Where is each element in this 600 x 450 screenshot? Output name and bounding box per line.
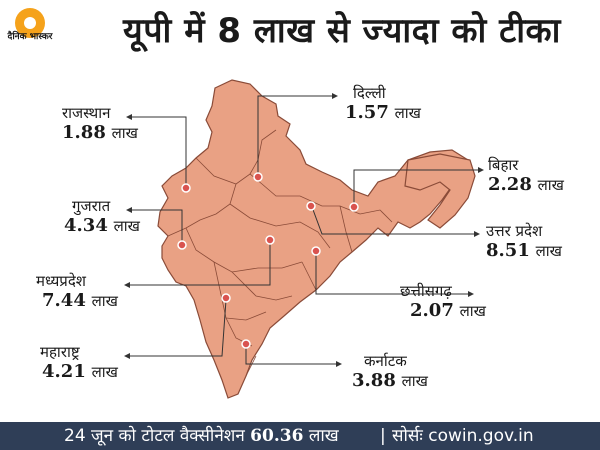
label-madhyapradesh: मध्यप्रदेश 7.44 लाख — [36, 272, 118, 312]
dot-maharashtra — [221, 293, 231, 303]
leader-lines — [128, 95, 480, 365]
footer-prefix: 24 जून को टोटल वैक्सीनेशन — [64, 426, 245, 446]
value-number: 7.44 — [42, 290, 86, 311]
state-name: गुजरात — [72, 197, 111, 215]
dot-madhyapradesh — [265, 235, 275, 245]
value-number: 1.57 — [345, 102, 389, 123]
leader-madhyapradesh — [128, 240, 271, 286]
dot-rajasthan — [181, 183, 191, 193]
state-value: 2.28 लाख — [488, 174, 564, 196]
value-number: 1.88 — [62, 122, 106, 143]
label-bihar: बिहार 2.28 लाख — [488, 156, 564, 196]
dot-bihar — [349, 202, 359, 212]
leader-delhi — [257, 95, 334, 176]
source-label: सोर्सः — [392, 426, 423, 446]
leader-chhattisgarh — [315, 252, 470, 295]
arrowheads — [124, 93, 484, 367]
leader-karnataka — [245, 345, 338, 365]
state-name: राजस्थान — [62, 104, 111, 122]
label-uttarpradesh: उत्तर प्रदेश 8.51 लाख — [486, 222, 562, 262]
location-dots — [177, 172, 359, 349]
state-name: महाराष्ट्र — [40, 343, 80, 361]
value-number: 4.21 — [42, 361, 86, 382]
value-unit: लाख — [537, 176, 564, 194]
value-unit: लाख — [459, 302, 486, 320]
state-name: मध्यप्रदेश — [36, 272, 87, 290]
label-chhattisgarh: छत्तीसगढ़ 2.07 लाख — [400, 282, 486, 322]
dot-delhi — [253, 172, 263, 182]
dot-gujarat — [177, 240, 187, 250]
india-outline — [157, 79, 469, 399]
value-unit: लाख — [401, 372, 428, 390]
state-name: उत्तर प्रदेश — [486, 222, 543, 240]
footer-separator: | — [380, 426, 386, 446]
leader-maharashtra — [128, 299, 227, 357]
value-unit: लाख — [394, 104, 421, 122]
state-value: 8.51 लाख — [486, 240, 562, 262]
value-unit: लाख — [113, 217, 140, 235]
northeast-outline — [404, 153, 476, 229]
state-value: 2.07 लाख — [400, 300, 486, 322]
footer-total: 24 जून को टोटल वैक्सीनेशन 60.36 लाख — [64, 422, 339, 450]
state-name: कर्नाटक — [364, 352, 407, 370]
footer-source: सोर्सः cowin.gov.in — [392, 422, 534, 450]
value-number: 4.34 — [64, 215, 108, 236]
label-karnataka: कर्नाटक 3.88 लाख — [352, 352, 428, 392]
value-unit: लाख — [535, 242, 562, 260]
state-name: दिल्ली — [353, 84, 386, 102]
label-gujarat: गुजरात 4.34 लाख — [64, 197, 140, 237]
brand-logo: दैनिक भास्कर — [6, 8, 54, 58]
dot-uttarpradesh — [306, 201, 316, 211]
value-number: 2.07 — [410, 300, 454, 321]
state-name: छत्तीसगढ़ — [400, 282, 452, 300]
dot-chhattisgarh — [311, 246, 321, 256]
state-value: 1.57 लाख — [345, 102, 421, 124]
dot-karnataka — [241, 339, 251, 349]
state-value: 3.88 लाख — [352, 370, 428, 392]
sun-icon — [15, 8, 45, 38]
leader-rajasthan — [130, 116, 187, 186]
state-value: 1.88 लाख — [62, 122, 138, 144]
state-value: 4.34 लाख — [64, 215, 140, 237]
brand-name: दैनिक भास्कर — [7, 32, 53, 42]
label-delhi: दिल्ली 1.57 लाख — [345, 84, 421, 124]
source-link[interactable]: cowin.gov.in — [428, 426, 534, 446]
value-number: 3.88 — [352, 370, 396, 391]
state-value: 7.44 लाख — [36, 290, 118, 312]
page-title: यूपी में 8 लाख से ज्यादा को टीका — [123, 11, 561, 51]
value-number: 2.28 — [488, 174, 532, 195]
value-unit: लाख — [91, 292, 118, 310]
footer-total-value: 60.36 — [250, 426, 304, 446]
value-unit: लाख — [111, 124, 138, 142]
state-name: बिहार — [488, 156, 519, 174]
leader-gujarat — [130, 209, 183, 243]
leader-uttarpradesh — [311, 206, 476, 235]
footer-unit: लाख — [308, 426, 339, 446]
leader-bihar — [353, 169, 480, 206]
value-number: 8.51 — [486, 240, 530, 261]
footer-bar: 24 जून को टोटल वैक्सीनेशन 60.36 लाख | सो… — [0, 422, 600, 450]
label-rajasthan: राजस्थान 1.88 लाख — [62, 104, 138, 144]
value-unit: लाख — [91, 363, 118, 381]
label-maharashtra: महाराष्ट्र 4.21 लाख — [40, 343, 118, 383]
state-value: 4.21 लाख — [40, 361, 118, 383]
